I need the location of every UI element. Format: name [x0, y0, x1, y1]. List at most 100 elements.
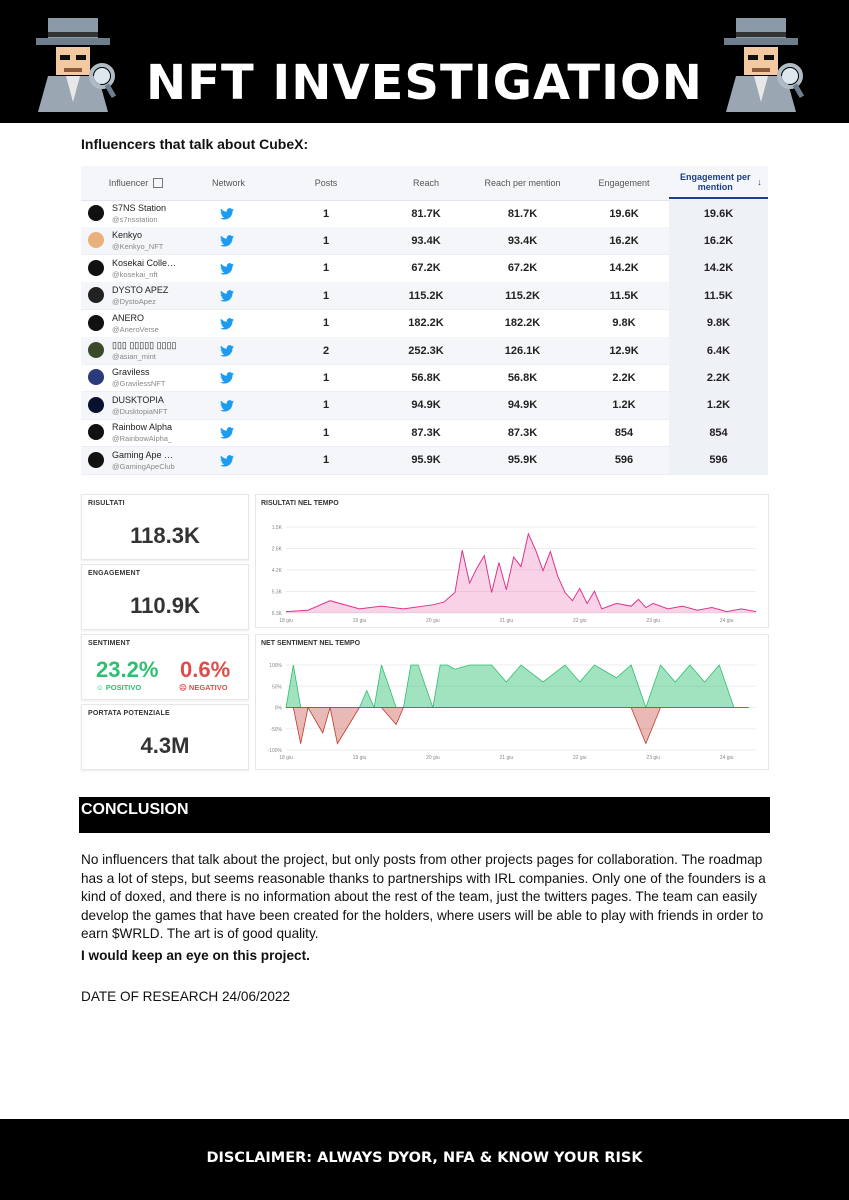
- results-over-time-chart: RISULTATI NEL TEMPO 1.5K 2.6K 4.2K 5.3K 6.3K…: [255, 494, 769, 628]
- cell-reach-per-mention: 81.7K: [507, 207, 538, 220]
- influencer-handle[interactable]: @GravilessNFT: [112, 379, 166, 389]
- influencer-handle[interactable]: @kosekai_nft: [112, 269, 158, 279]
- avatar[interactable]: [88, 205, 104, 221]
- x-tick-label: 23 giu: [646, 618, 660, 624]
- export-icon: [153, 178, 164, 188]
- cell-reach-per-mention: 93.4K: [507, 234, 538, 247]
- avatar[interactable]: [88, 369, 104, 386]
- twitter-icon: [220, 399, 234, 412]
- potential-reach-value: 4.3M: [140, 733, 190, 758]
- avatar[interactable]: [88, 424, 104, 441]
- table-row[interactable]: Gaming Ape … @GamingApeClub 1 95.9K 95.9K 596…: [81, 446, 768, 475]
- influencer-name[interactable]: ANERO: [112, 312, 145, 323]
- influencer-handle[interactable]: @Kenkyo_NFT: [112, 242, 164, 252]
- x-tick-label: 19 giu: [353, 618, 367, 624]
- potential-reach-card: PORTATA POTENZIALE 4.3M: [81, 704, 249, 770]
- cell-reach: 94.9K: [411, 399, 441, 412]
- column-header-reach[interactable]: Reach: [412, 178, 439, 188]
- twitter-icon: [220, 262, 234, 275]
- cell-engagement: 2.2K: [612, 371, 636, 384]
- influencer-name[interactable]: Graviless: [112, 367, 150, 378]
- influencer-name[interactable]: Kenkyo: [112, 230, 143, 241]
- influencer-handle[interactable]: @GamingApeClub: [112, 461, 175, 471]
- avatar[interactable]: [88, 342, 104, 358]
- influencer-name[interactable]: Kosekai Colle…: [112, 257, 177, 268]
- cell-engagement: 16.2K: [609, 234, 639, 247]
- influencer-name[interactable]: DUSKTOPIA: [112, 394, 164, 405]
- cell-reach-per-mention: 126.1K: [504, 344, 541, 357]
- cell-engagement-per-mention: 854: [669, 419, 768, 447]
- y-tick-label: -50%: [270, 727, 282, 733]
- table-row[interactable]: Kosekai Colle… @kosekai_nft 1 67.2K 67.2K 14.…: [81, 254, 768, 283]
- table-row[interactable]: DYSTO APEZ @DystoApez 1 115.2K 115.2K 11.5K 11…: [81, 282, 768, 311]
- influencer-handle[interactable]: @AneroVerse: [112, 324, 159, 334]
- frown-icon: ☹: [179, 683, 187, 692]
- avatar[interactable]: [88, 259, 104, 276]
- column-header-engagement[interactable]: Engagement: [598, 178, 650, 188]
- cell-engagement-per-mention: 16.2K: [669, 227, 768, 255]
- table-row[interactable]: S7NS Station @s7nsstation 1 81.7K 81.7K 19.6K…: [81, 200, 768, 228]
- avatar[interactable]: [88, 287, 104, 304]
- sentiment-negative-value: 0.6%: [180, 657, 231, 682]
- twitter-icon: [220, 235, 234, 247]
- influencer-name[interactable]: S7NS Station: [112, 203, 167, 213]
- cell-engagement-per-mention: 596: [669, 446, 768, 474]
- cell-engagement: 14.2K: [609, 262, 639, 275]
- sentiment-chart-svg: 100% 50% 0% -50% -100%18 giu 19 giu 20 giu 21 g…: [268, 663, 756, 761]
- cell-posts: 1: [322, 207, 330, 220]
- cell-engagement: 9.8K: [612, 317, 636, 330]
- twitter-icon: [220, 454, 234, 467]
- y-tick-label: 100%: [269, 663, 282, 669]
- sort-down-icon: ↓: [757, 176, 762, 187]
- cell-engagement: 854: [614, 426, 634, 439]
- cell-engagement-per-mention: 11.5K: [669, 282, 768, 310]
- x-tick-label: 21 giu: [500, 755, 514, 761]
- column-header-posts[interactable]: Posts: [314, 178, 338, 188]
- avatar[interactable]: [88, 232, 104, 249]
- table-row[interactable]: Graviless @GravilessNFT 1 56.8K 56.8K 2.2K 2.2…: [81, 364, 768, 393]
- x-tick-label: 24 giu: [720, 618, 734, 624]
- cell-engagement-per-mention: 6.4K: [669, 337, 768, 364]
- detective-icon: [724, 18, 805, 112]
- influencer-name[interactable]: ▯▯▯ ▯▯▯▯▯ ▯▯▯▯: [112, 340, 177, 350]
- cell-reach-per-mention: 182.2K: [504, 317, 541, 330]
- table-row[interactable]: Kenkyo @Kenkyo_NFT 1 93.4K 93.4K 16.2K 16.2K: [81, 227, 768, 256]
- twitter-icon: [220, 290, 234, 302]
- influencer-handle[interactable]: @DusktopiaNFT: [112, 406, 168, 416]
- influencer-handle[interactable]: @DystoApez: [112, 297, 156, 307]
- influencer-name[interactable]: Rainbow Alpha: [112, 422, 173, 433]
- cell-reach: 93.4K: [411, 234, 441, 247]
- table-row[interactable]: ANERO @AneroVerse 1 182.2K 182.2K 9.8K 9.8K: [81, 309, 768, 338]
- column-header-engagement-per-mention[interactable]: Engagement per mention ↓: [669, 166, 768, 199]
- sentiment-label: SENTIMENT: [88, 640, 131, 647]
- influencer-handle[interactable]: @s7nsstation: [112, 215, 158, 224]
- influencer-table: Influencer Network Posts Reach Reach per…: [81, 166, 768, 475]
- influencer-handle[interactable]: @asian_mint: [112, 352, 156, 361]
- cell-reach: 87.3K: [411, 426, 441, 439]
- influencer-name[interactable]: Gaming Ape …: [112, 449, 174, 460]
- y-tick-label: 5.3K: [272, 590, 283, 596]
- column-header-network[interactable]: Network: [211, 178, 245, 188]
- column-header-reach-per-mention[interactable]: Reach per mention: [484, 178, 561, 188]
- twitter-icon: [220, 427, 234, 439]
- y-tick-label: 50%: [272, 684, 283, 690]
- cell-reach: 95.9K: [411, 454, 441, 467]
- results-series-line: [285, 532, 757, 613]
- avatar[interactable]: [88, 451, 104, 468]
- sentiment-chart-title: NET SENTIMENT NEL TEMPO: [261, 640, 361, 647]
- section-heading: Influencers that talk about CubeX:: [81, 136, 309, 152]
- avatar[interactable]: [88, 314, 104, 331]
- influencer-name[interactable]: DYSTO APEZ: [112, 285, 169, 296]
- table-row[interactable]: ▯▯▯ ▯▯▯▯▯ ▯▯▯▯ @asian_mint 2 252.3K 126.1K 12…: [81, 337, 768, 365]
- sentiment-negative-label: ☹ NEGATIVO: [179, 683, 228, 692]
- column-header-influencer[interactable]: Influencer: [81, 166, 191, 200]
- table-row[interactable]: Rainbow Alpha @RainbowAlpha_ 1 87.3K 87.3K 85…: [81, 419, 768, 448]
- table-row[interactable]: DUSKTOPIA @DusktopiaNFT 1 94.9K 94.9K 1.2K 1.2…: [81, 391, 768, 420]
- page-title: NFT INVESTIGATION: [146, 55, 703, 111]
- y-tick-label: 4.2K: [272, 568, 283, 574]
- avatar[interactable]: [88, 396, 104, 413]
- y-tick-label: 1.5K: [272, 525, 283, 531]
- y-tick-label: 6.3K: [272, 611, 283, 617]
- influencer-handle[interactable]: @RainbowAlpha_: [112, 434, 173, 444]
- cell-engagement-per-mention: 9.8K: [669, 309, 768, 337]
